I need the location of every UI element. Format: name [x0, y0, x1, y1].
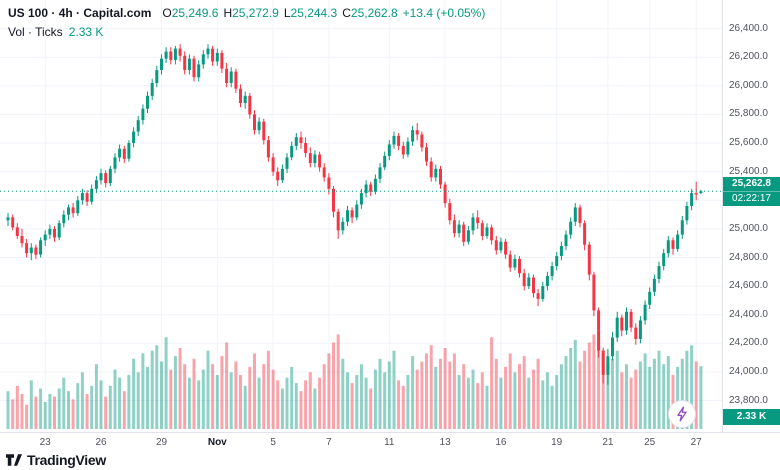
time-axis-label: 27 [690, 437, 702, 448]
low-label: L [283, 6, 291, 20]
time-axis-label: 26 [95, 437, 107, 448]
volume-value: 2.33 K [68, 25, 104, 39]
low-value: 25,244.3 [290, 6, 338, 20]
price-axis-label: 25,000.0 [729, 222, 768, 234]
time-axis-label: 19 [551, 437, 563, 448]
boost-button[interactable] [668, 400, 696, 428]
price-axis-label: 24,600.0 [729, 280, 768, 292]
tradingview-logo-icon [6, 454, 22, 466]
price-axis-label: 26,000.0 [729, 79, 768, 91]
legend-row-symbol: US 100 · 4h · Capital.com O25,249.6 H25,27… [8, 5, 485, 21]
high-label: H [223, 6, 233, 20]
time-axis[interactable]: 23 26 29 Nov 5 7 11 13 16 19 21 25 27 [0, 432, 780, 453]
lightning-icon [677, 406, 687, 422]
bar-countdown: 02:22:17 [723, 191, 780, 206]
tradingview-wordmark: TradingView [27, 452, 106, 468]
time-axis-label: 23 [39, 437, 51, 448]
price-axis-label: 25,400.0 [729, 165, 768, 177]
time-axis-label: Nov [207, 437, 227, 448]
high-value: 25,272.9 [232, 6, 279, 20]
time-axis-label: 11 [384, 437, 395, 448]
time-axis-label: 21 [602, 437, 614, 448]
legend: US 100 · 4h · Capital.com O25,249.6 H25,27… [8, 5, 485, 40]
price-axis-label: 24,200.0 [729, 337, 768, 349]
tradingview-logo[interactable]: TradingView [6, 452, 106, 468]
volume-badge: 2.33 K [723, 409, 780, 425]
last-price-value: 25,262.8 [732, 178, 771, 190]
time-axis-label: 7 [326, 437, 332, 448]
price-axis[interactable]: 26,400.0 26,200.0 26,000.0 25,800.0 25,600.0… [722, 0, 780, 452]
legend-row-volume: Vol · Ticks 2.33 K [8, 24, 485, 40]
last-price-badge: 25,262.8 02:22:17 [723, 177, 780, 207]
time-axis-label: 5 [270, 437, 276, 448]
close-value: 25,262.8 [350, 6, 398, 20]
time-axis-label: 13 [439, 437, 451, 448]
price-axis-label: 26,200.0 [729, 51, 768, 63]
price-axis-label: 24,000.0 [729, 365, 768, 377]
price-axis-label: 24,800.0 [729, 251, 768, 263]
open-value: 25,249.6 [171, 6, 219, 20]
time-axis-label: 25 [644, 437, 656, 448]
price-axis-label: 25,800.0 [729, 108, 768, 120]
symbol-title[interactable]: US 100 · 4h · Capital.com [8, 6, 152, 20]
time-axis-label: 16 [495, 437, 507, 448]
footer: TradingView [0, 452, 780, 470]
price-axis-label: 24,400.0 [729, 308, 768, 320]
volume-label[interactable]: Vol · Ticks [8, 25, 63, 39]
close-label: C [342, 6, 351, 20]
open-label: O [162, 6, 172, 20]
time-axis-label: 29 [155, 437, 168, 448]
price-axis-label: 23,800.0 [729, 394, 768, 406]
price-axis-label: 26,400.0 [729, 22, 768, 34]
price-axis-label: 25,600.0 [729, 137, 768, 148]
change-value: +13.4 (+0.05%) [402, 6, 486, 20]
